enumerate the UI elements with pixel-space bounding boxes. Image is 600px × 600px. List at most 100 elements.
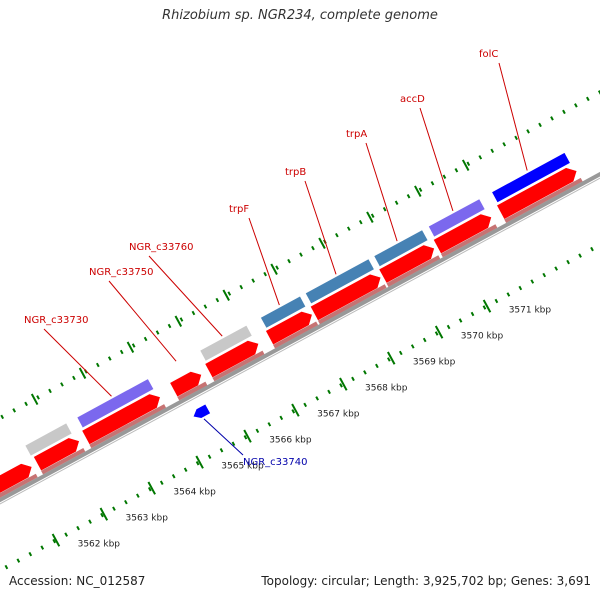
upper-tick-mark	[311, 245, 315, 251]
lower-tick-mark	[52, 538, 57, 544]
lower-tick-mark	[64, 532, 68, 537]
lower-tick-mark	[566, 259, 570, 265]
scale-tick-label: 3566 kbp	[269, 436, 312, 446]
cds-forward-arrow	[32, 437, 80, 472]
lower-tick-mark	[494, 298, 499, 304]
upper-tick-mark	[131, 343, 136, 348]
gene-label: trpF	[229, 204, 249, 215]
upper-major-tick	[414, 185, 422, 197]
cds-arrow-shade	[273, 321, 319, 349]
upper-major-tick	[126, 341, 135, 354]
lower-tick-mark	[458, 318, 463, 323]
genome-summary-text: Topology: circular; Length: 3,925,702 bp…	[261, 574, 591, 588]
scale-major-tick	[434, 325, 444, 339]
lower-tick-mark	[410, 344, 415, 349]
lower-tick-mark	[542, 272, 547, 278]
gene-block	[304, 258, 375, 305]
upper-tick-mark	[275, 265, 279, 270]
upper-tick-mark	[478, 155, 483, 160]
cds-forward-arrow	[496, 167, 578, 220]
scale-major-tick	[99, 507, 109, 521]
upper-tick-mark	[179, 317, 184, 322]
gene-label-leader	[108, 280, 177, 362]
scale-tick-label: 3568 kbp	[365, 384, 408, 394]
scale-major-tick	[195, 455, 204, 469]
upper-major-tick	[78, 367, 87, 380]
gene-block	[24, 422, 73, 457]
upper-tick-mark	[442, 174, 447, 180]
lower-tick-mark	[4, 564, 9, 570]
upper-tick-mark	[36, 395, 40, 400]
gene-label-leader	[498, 62, 528, 171]
gene-block	[373, 229, 429, 268]
upper-tick-mark	[155, 330, 160, 335]
upper-major-tick	[222, 289, 230, 301]
upper-major-tick	[318, 237, 326, 249]
lower-tick-mark	[554, 266, 559, 271]
lower-tick-mark	[243, 435, 248, 440]
cds-arrow-shade	[41, 448, 86, 475]
upper-tick-mark	[215, 297, 220, 303]
upper-tick-mark	[538, 122, 542, 128]
gene-label-leader	[365, 142, 398, 242]
scale-tick-label: 3567 kbp	[317, 410, 360, 420]
gene-label-leader	[203, 418, 244, 456]
upper-tick-mark	[562, 109, 566, 115]
lower-tick-mark	[363, 370, 367, 375]
upper-tick-mark	[191, 310, 196, 316]
cds-arrow-shade	[0, 473, 38, 498]
scale-major-tick	[482, 299, 492, 313]
lower-tick-mark	[339, 383, 343, 388]
upper-tick-mark	[167, 323, 172, 329]
lower-tick-mark	[315, 396, 319, 401]
cds-arrow-shade	[177, 381, 208, 401]
lower-tick-mark	[147, 486, 152, 492]
upper-tick-mark	[418, 187, 423, 192]
lower-tick-mark	[590, 246, 594, 252]
cds-arrow-shade	[89, 404, 166, 449]
upper-tick-mark	[287, 258, 291, 264]
lower-tick-mark	[195, 461, 200, 466]
accession-text: Accession: NC_012587	[9, 574, 146, 588]
upper-tick-mark	[143, 336, 148, 342]
lower-tick-mark	[518, 285, 523, 291]
scale-major-tick	[147, 481, 156, 495]
upper-tick-mark	[394, 200, 399, 205]
scale-major-tick	[243, 429, 252, 443]
lower-tick-mark	[506, 292, 511, 297]
lower-tick-mark	[28, 551, 33, 557]
scale-major-tick	[291, 403, 300, 417]
gene-label: folC	[479, 49, 498, 60]
lower-tick-mark	[88, 519, 92, 524]
gene-label-leader	[304, 180, 337, 275]
gene-label-leader	[419, 107, 454, 212]
upper-tick-mark	[370, 213, 375, 218]
upper-tick-mark	[335, 232, 339, 238]
upper-tick-mark	[119, 349, 124, 355]
gene-label: trpA	[346, 129, 367, 140]
lower-tick-mark	[267, 422, 272, 427]
lower-tick-mark	[398, 350, 403, 356]
lower-tick-mark	[136, 493, 140, 498]
cds-arrow-shade	[440, 224, 498, 258]
lower-tick-mark	[124, 499, 128, 505]
upper-tick-mark	[12, 408, 16, 413]
cds-reverse-arrow	[193, 404, 211, 418]
gene-label: trpB	[285, 167, 306, 178]
lower-tick-mark	[112, 506, 116, 511]
upper-tick-mark	[251, 278, 256, 283]
lower-tick-mark	[530, 279, 535, 284]
upper-tick-mark	[24, 401, 28, 407]
cds-forward-arrow	[432, 213, 492, 255]
upper-tick-mark	[358, 219, 363, 225]
gene-label: NGR_c33740	[243, 457, 308, 468]
scale-tick-label: 3571 kbp	[509, 306, 552, 316]
lower-tick-mark	[159, 480, 164, 485]
gene-block	[427, 198, 486, 238]
upper-tick-mark	[574, 103, 578, 108]
cds-forward-arrow	[309, 273, 382, 322]
upper-tick-mark	[227, 291, 232, 296]
cds-forward-arrow	[0, 463, 33, 494]
